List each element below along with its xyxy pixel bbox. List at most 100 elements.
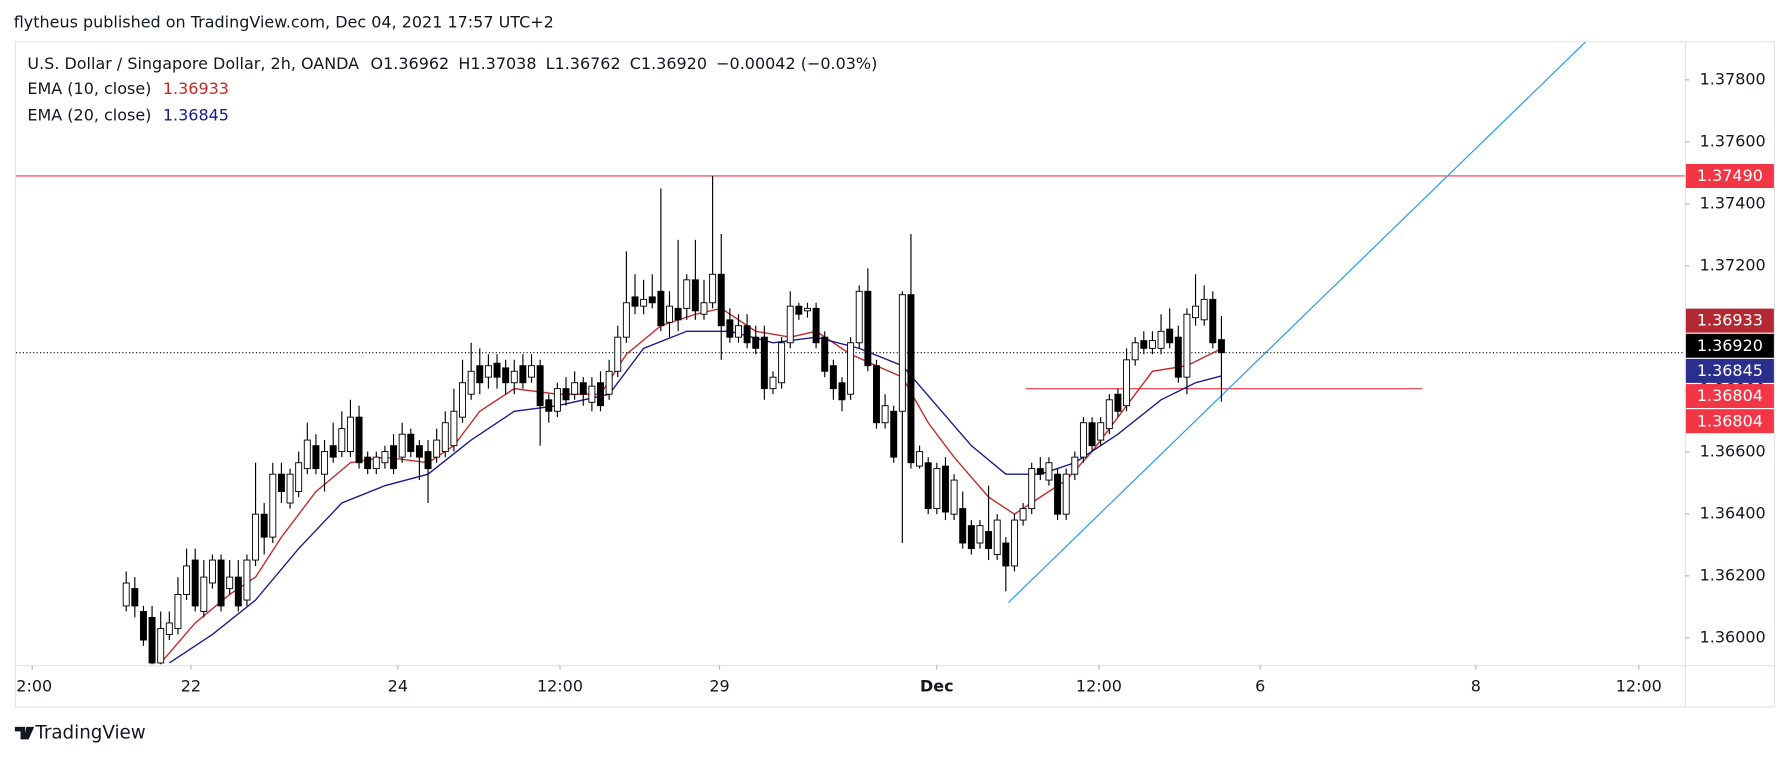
candle-body [847,342,855,395]
candle-body [208,559,216,584]
candle-body [1105,399,1113,430]
ohlc-key: H [458,53,470,72]
candle-body [139,611,147,641]
y-tick-label: 1.36600 [1700,441,1766,460]
candle-body [217,559,225,607]
candle-body [1183,313,1191,378]
candle-body [510,370,518,384]
price-label [1685,333,1774,358]
y-tick-label: 1.36200 [1700,565,1766,584]
price-label-text: 1.36804 [1697,386,1763,405]
candle-body [493,362,501,378]
candle-body [579,382,587,395]
candle-body [855,290,863,344]
ohlc-key: C [630,53,641,72]
price-label-text: 1.36804 [1697,411,1763,430]
candle-body [683,279,691,309]
candle-body [183,565,191,595]
candle-body [622,302,630,338]
y-tick-label: 1.37400 [1700,193,1766,212]
candle-body [424,451,432,470]
candle-body [804,307,811,312]
candle-body [829,365,837,390]
candle-body [157,628,165,664]
candle-body [1217,339,1225,354]
candle-body [321,451,329,475]
candle-body [502,367,510,384]
header-title: flytheus published on TradingView.com, D… [14,12,554,31]
trend-line [1008,41,1586,603]
indicator-legend: EMA (10, close) 1.36933 [27,79,229,98]
candle-body [122,582,130,607]
candle-body [562,388,570,401]
candle-body [631,296,639,307]
candle-body [1174,336,1182,378]
candle-body [553,388,561,412]
symbol-legend: U.S. Dollar / Singapore Dollar, 2h, OAND… [27,53,877,72]
price-label-text: 1.36845 [1697,361,1763,380]
candle-body [967,525,975,550]
plot-area [15,41,1685,665]
price-label-text: 1.37490 [1697,166,1763,185]
candle-body [174,594,182,630]
candle-body [269,473,277,538]
candle-body [821,336,829,372]
candle-body [277,473,285,493]
candle-body [1123,359,1131,407]
candle-body [648,296,656,304]
candle-body [571,382,579,395]
candle-body [476,365,484,384]
ohlc-key: O [371,53,384,72]
candle-body [1045,462,1053,481]
candle-body [1209,298,1217,344]
candle-body [605,370,613,395]
candle-body [778,342,786,384]
candle-body [907,294,915,464]
candle-body [1002,542,1010,567]
candle-body [588,385,596,403]
candle-body [1054,473,1062,515]
candle-body [950,479,958,515]
candle-body [657,290,665,327]
candle-body [329,445,337,458]
candle-body [1071,456,1079,475]
candle-body [614,336,622,372]
candle-body [640,298,648,307]
candle-body [709,273,717,304]
x-tick-label: 12:00 [537,676,583,695]
candle-body [450,410,458,447]
candle-body [346,416,354,453]
candle-body [881,405,889,424]
candle-body [407,433,415,453]
x-tick-label: 8 [1471,676,1481,695]
x-tick-label: 24 [388,676,408,695]
candle-body [760,336,768,390]
candle-body [1010,519,1018,567]
candle-body [1079,422,1087,458]
candle-body [1157,330,1165,349]
candle-body [390,445,398,470]
y-tick-label: 1.36400 [1700,503,1766,522]
price-label-text: 1.36920 [1697,336,1763,355]
candle-body [1192,305,1200,319]
change: −0.00042 (−0.03%) [716,53,877,72]
x-tick-label: 6 [1255,676,1265,695]
candle-body [985,531,993,550]
candle-body [1131,342,1139,361]
candle-body [933,468,941,510]
candle-body [398,433,406,458]
candle-body [252,513,260,561]
candle-body [312,445,320,470]
candle-body [372,456,380,470]
candle-body [691,279,699,312]
candle-body [786,305,794,344]
price-label-text: 1.36933 [1697,311,1763,330]
candle-body [1062,473,1070,515]
indicator-legend: EMA (20, close) 1.36845 [27,105,229,124]
candle-body [519,365,527,384]
candle-body [364,456,372,470]
symbol-name: U.S. Dollar / Singapore Dollar, 2h, OAND… [27,53,359,72]
candle-body [1200,298,1208,321]
candle-body [484,365,492,378]
